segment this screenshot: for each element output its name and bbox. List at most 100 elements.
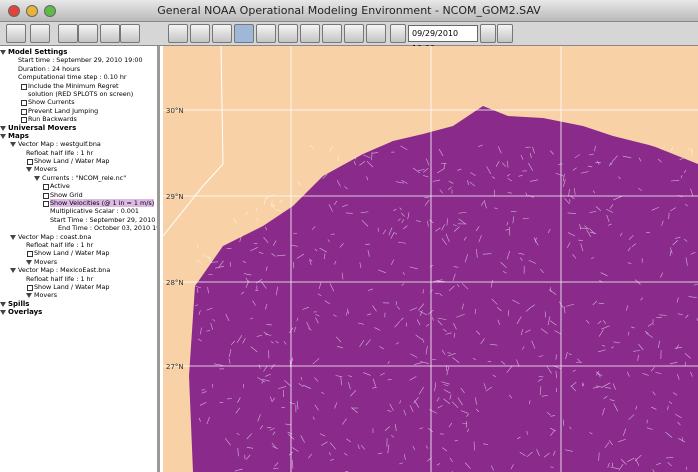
minimize-button[interactable] (26, 5, 38, 17)
streak (478, 235, 482, 243)
streak (478, 144, 483, 148)
tree-item[interactable]: Refloat half life : 1 hr (26, 274, 94, 283)
streak (413, 397, 419, 404)
streak (401, 179, 408, 184)
zoom-in-tool[interactable] (190, 24, 210, 43)
tree-item[interactable]: solution (RED SPLOTS on screen) (28, 89, 134, 98)
streak (246, 211, 248, 216)
tree-item[interactable]: Universal Movers (8, 123, 77, 132)
streak (550, 430, 555, 436)
streak (507, 178, 513, 182)
tool-button[interactable] (78, 24, 98, 43)
tree-item[interactable]: Show Land / Water Map (34, 249, 110, 258)
streak (572, 167, 577, 171)
tool-button[interactable] (256, 24, 276, 43)
streak (329, 442, 336, 450)
tree-item[interactable]: Show Velocities (@ 1 in = 1 m/s) (50, 199, 155, 208)
zoom-button[interactable] (44, 5, 56, 17)
streak (421, 338, 425, 343)
spray-tool[interactable] (322, 24, 342, 43)
streak (568, 188, 570, 197)
streak (271, 204, 276, 208)
streak (246, 447, 254, 449)
tool-button[interactable] (58, 24, 78, 43)
tree-item[interactable]: Show Land / Water Map (34, 282, 110, 291)
arrow-tool[interactable] (168, 24, 188, 43)
tree-item[interactable]: Vector Map : westgulf.bna (18, 140, 101, 149)
streak (460, 410, 468, 414)
streak (357, 322, 365, 325)
tree-item[interactable]: Overlays (8, 308, 43, 317)
tree-item[interactable]: Run Backwards (28, 115, 77, 124)
streak (610, 159, 614, 166)
streak (357, 444, 360, 450)
streak (366, 176, 369, 181)
streak (293, 326, 297, 333)
tree-item[interactable]: Model Settings (8, 48, 68, 56)
tree-item[interactable]: Show Currents (28, 98, 75, 107)
streak (372, 386, 377, 389)
tree-item[interactable]: Vector Map : coast.bna (18, 232, 92, 241)
tool-button[interactable] (100, 24, 120, 43)
tool-button[interactable] (366, 24, 386, 43)
streak (439, 189, 444, 194)
tree-item[interactable]: Refloat half life : 1 hr (26, 240, 94, 249)
tree-item[interactable]: Refloat half life : 1 hr (26, 148, 94, 157)
streak (387, 444, 390, 454)
close-button[interactable] (8, 5, 20, 17)
streak (344, 452, 348, 456)
tree-row: Show Land / Water Map (0, 157, 157, 165)
tree-item[interactable]: Maps (8, 131, 29, 140)
tree-item[interactable]: Movers (34, 291, 58, 300)
step-button[interactable] (497, 24, 513, 43)
tree-item[interactable]: Currents : "NCOM_rele.nc" (42, 173, 127, 182)
eraser-tool[interactable] (300, 24, 320, 43)
streak (418, 303, 425, 311)
lasso-tool[interactable] (344, 24, 364, 43)
streak (526, 430, 528, 435)
zoom-out-tool[interactable] (212, 24, 232, 43)
tree-item[interactable]: Spills (8, 299, 30, 308)
streak (394, 423, 397, 432)
tool-button[interactable] (120, 24, 140, 43)
tool-button[interactable] (278, 24, 298, 43)
streak (526, 307, 530, 312)
streak (475, 408, 480, 413)
streak (485, 386, 492, 392)
streak (374, 327, 381, 331)
tree-item[interactable]: Prevent Land Jumping (28, 106, 99, 115)
tree-item[interactable]: Duration : 24 hours (18, 64, 81, 73)
tree-item[interactable]: Vector Map : MexicoEast.bna (18, 266, 111, 275)
latitude-label: 30°N (166, 107, 184, 115)
streak (546, 411, 551, 416)
streak (311, 226, 316, 230)
streak (667, 405, 669, 411)
streak (409, 307, 418, 311)
open-button[interactable] (6, 24, 26, 43)
streak (457, 284, 460, 288)
tree-item[interactable]: Show Land / Water Map (34, 157, 110, 166)
save-button[interactable] (30, 24, 50, 43)
streak (492, 374, 496, 378)
time-field[interactable]: 09/29/2010 19:00 (408, 25, 478, 53)
tree-item[interactable]: End Time : October 03, 2010 19:00 (58, 224, 160, 233)
streak (602, 407, 605, 416)
hand-tool[interactable] (234, 24, 254, 43)
tree-item[interactable]: Movers (34, 257, 58, 266)
streak (483, 443, 488, 445)
streak (347, 375, 353, 377)
streak (633, 350, 641, 352)
tree-item[interactable]: Start Time : September 29, 2010 19 (50, 215, 160, 224)
tree-item[interactable]: Start time : September 29, 2010 19:00 (18, 56, 143, 65)
rewind-button[interactable] (390, 24, 406, 43)
tree-item[interactable]: Show Grid (50, 190, 83, 199)
tree-item[interactable]: Include the Minimum Regret (28, 81, 119, 90)
tree-item[interactable]: Movers (34, 165, 58, 174)
streak (453, 226, 460, 232)
tree-item[interactable]: Active (50, 182, 70, 191)
streak (310, 144, 314, 149)
tree-item[interactable]: Multiplicative Scalar : 0.001 (50, 207, 140, 216)
streak (319, 247, 327, 253)
play-button[interactable] (480, 24, 496, 43)
tree-item[interactable]: Computational time step : 0.10 hr (18, 73, 127, 82)
